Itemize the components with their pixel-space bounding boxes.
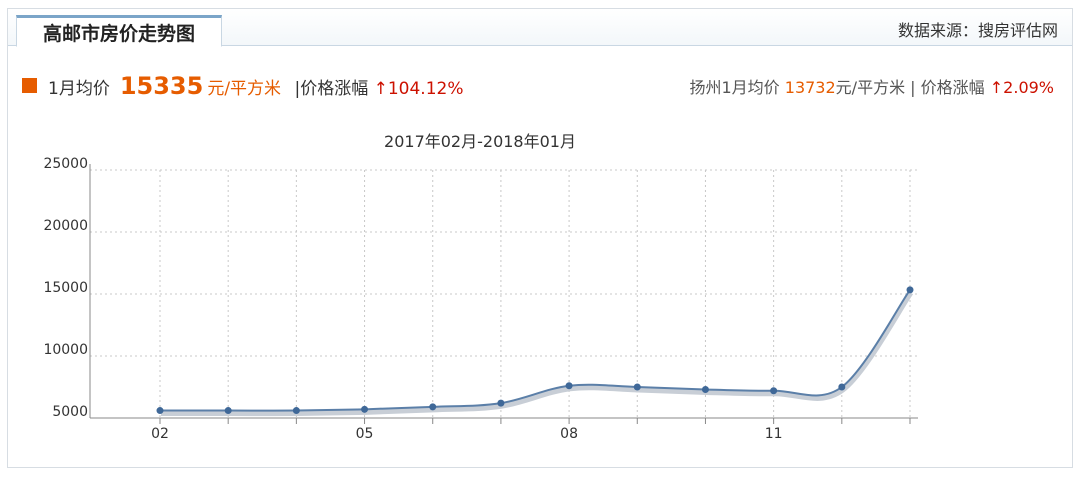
compare-up-arrow-icon: ↑ — [989, 78, 1004, 97]
y-tick-label: 20000 — [43, 218, 88, 234]
series-line — [160, 289, 911, 412]
stats-row: 1月均价 15335 元/平方米 |价格涨幅 ↑104.12% 扬州1月均价 137… — [22, 72, 1062, 102]
data-point — [565, 382, 573, 390]
y-tick-label: 15000 — [43, 280, 88, 296]
data-point — [361, 405, 369, 413]
y-tick-label: 5000 — [52, 404, 88, 420]
up-arrow-icon: ↑ — [373, 79, 388, 99]
compare-change-label: 价格涨幅 — [920, 78, 985, 97]
data-point — [224, 407, 232, 415]
compare-separator: | — [910, 78, 916, 97]
compare-label: 扬州1月均价 — [689, 78, 780, 97]
x-tick-label: 08 — [560, 426, 578, 442]
data-source: 数据来源：搜房评估网 — [897, 21, 1058, 40]
data-point — [770, 387, 778, 395]
data-point — [429, 403, 437, 411]
local-stats: 1月均价 15335 元/平方米 |价格涨幅 ↑104.12% — [48, 72, 464, 100]
data-point — [633, 383, 641, 391]
data-point — [906, 286, 914, 294]
chart-title: 2017年02月-2018年01月 — [384, 132, 576, 151]
data-point — [156, 407, 164, 415]
compare-change-value: 2.09% — [1003, 78, 1054, 97]
data-point — [292, 407, 300, 415]
y-tick-label: 25000 — [43, 156, 88, 172]
data-point — [838, 383, 846, 391]
change-label: 价格涨幅 — [300, 79, 369, 99]
series-line-shadow — [161, 291, 914, 417]
page-title: 高邮市房价走势图 — [16, 15, 223, 47]
avg-price: 15335 — [119, 72, 204, 100]
compare-price: 13732 — [784, 78, 836, 97]
price-unit: 元/平方米 — [207, 79, 282, 99]
x-tick-label: 02 — [151, 426, 169, 442]
legend-square-icon — [22, 78, 37, 93]
x-tick-label: 05 — [356, 426, 374, 442]
data-point — [701, 385, 709, 393]
header-bar: 高邮市房价走势图 数据来源：搜房评估网 — [8, 9, 1072, 47]
separator: | — [294, 79, 301, 99]
month-label: 1月均价 — [48, 79, 110, 99]
change-value: 104.12% — [387, 79, 464, 99]
y-tick-label: 10000 — [43, 342, 88, 358]
chart-panel: 高邮市房价走势图 数据来源：搜房评估网 — [7, 8, 1073, 468]
compare-unit: 元/平方米 — [835, 78, 906, 97]
data-point — [497, 399, 505, 407]
x-tick-label: 11 — [765, 426, 783, 442]
compare-stats: 扬州1月均价 13732元/平方米 | 价格涨幅 ↑2.09% — [689, 74, 1054, 98]
